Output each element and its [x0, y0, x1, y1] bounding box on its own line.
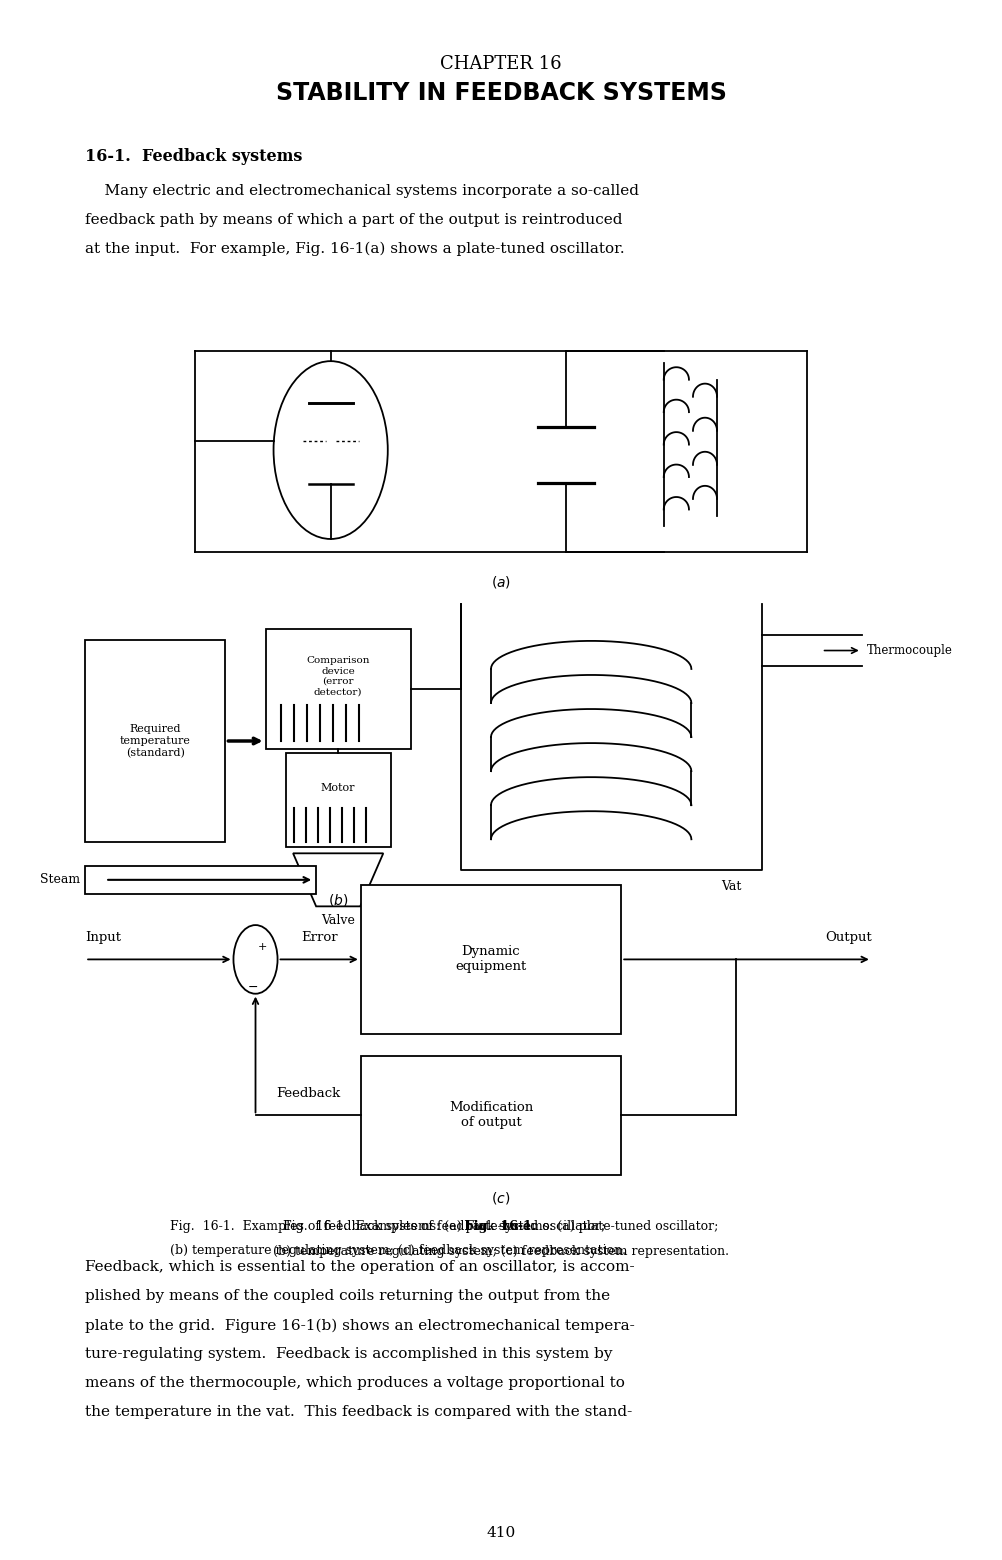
FancyBboxPatch shape	[85, 866, 317, 894]
Text: plate to the grid.  Figure 16-1(b) shows an electromechanical tempera-: plate to the grid. Figure 16-1(b) shows …	[85, 1318, 635, 1332]
Text: Dynamic
equipment: Dynamic equipment	[455, 945, 527, 973]
Text: Vat: Vat	[721, 880, 741, 892]
Text: Valve: Valve	[322, 914, 355, 927]
Text: feedback path by means of which a part of the output is reintroduced: feedback path by means of which a part o…	[85, 212, 622, 226]
Text: STABILITY IN FEEDBACK SYSTEMS: STABILITY IN FEEDBACK SYSTEMS	[276, 81, 726, 105]
Text: plished by means of the coupled coils returning the output from the: plished by means of the coupled coils re…	[85, 1289, 610, 1303]
Text: Feedback, which is essential to the operation of an oscillator, is accom-: Feedback, which is essential to the oper…	[85, 1260, 635, 1275]
Text: $(a)$: $(a)$	[491, 574, 511, 590]
Text: $(c)$: $(c)$	[491, 1190, 511, 1206]
FancyBboxPatch shape	[361, 885, 621, 1034]
Text: (b) temperature regulating system; (c) feedback system representation.: (b) temperature regulating system; (c) f…	[170, 1245, 626, 1257]
Text: Fig.  16-1.: Fig. 16-1.	[466, 1220, 536, 1232]
FancyBboxPatch shape	[85, 640, 225, 842]
Text: 410: 410	[486, 1526, 516, 1540]
Text: 16-1.  Feedback systems: 16-1. Feedback systems	[85, 148, 303, 165]
Text: at the input.  For example, Fig. 16-1(a) shows a plate-tuned oscillator.: at the input. For example, Fig. 16-1(a) …	[85, 242, 625, 256]
Text: Fig.  16-1.  Examples of feedback systems: (a) plate-tuned oscillator;: Fig. 16-1. Examples of feedback systems:…	[284, 1220, 718, 1232]
Text: means of the thermocouple, which produces a voltage proportional to: means of the thermocouple, which produce…	[85, 1376, 625, 1390]
Text: Many electric and electromechanical systems incorporate a so-called: Many electric and electromechanical syst…	[85, 184, 639, 198]
Text: +: +	[258, 942, 268, 952]
Text: Error: Error	[301, 931, 338, 944]
FancyBboxPatch shape	[286, 753, 391, 847]
Text: the temperature in the vat.  This feedback is compared with the stand-: the temperature in the vat. This feedbac…	[85, 1404, 632, 1418]
Text: Fig.  16-1.  Examples of feedback systems: (a) plate-tuned oscillator;: Fig. 16-1. Examples of feedback systems:…	[170, 1220, 606, 1232]
FancyBboxPatch shape	[266, 629, 411, 749]
Text: Steam: Steam	[40, 874, 80, 886]
Text: ture-regulating system.  Feedback is accomplished in this system by: ture-regulating system. Feedback is acco…	[85, 1346, 612, 1360]
Text: Motor: Motor	[321, 783, 356, 792]
Text: −: −	[247, 981, 258, 994]
Text: Modification
of output: Modification of output	[449, 1101, 533, 1129]
Text: Comparison
device
(error
detector): Comparison device (error detector)	[307, 657, 370, 696]
Polygon shape	[294, 853, 383, 906]
Text: Thermocouple: Thermocouple	[867, 644, 953, 657]
FancyBboxPatch shape	[361, 1056, 621, 1175]
Text: CHAPTER 16: CHAPTER 16	[440, 55, 562, 73]
Text: Feedback: Feedback	[276, 1087, 341, 1100]
Text: $(b)$: $(b)$	[328, 892, 349, 908]
Text: (b) temperature regulating system; (c) feedback system representation.: (b) temperature regulating system; (c) f…	[273, 1245, 729, 1257]
Text: Input: Input	[85, 931, 121, 944]
Text: Output: Output	[825, 931, 872, 944]
Text: Required
temperature
(standard): Required temperature (standard)	[120, 724, 190, 758]
